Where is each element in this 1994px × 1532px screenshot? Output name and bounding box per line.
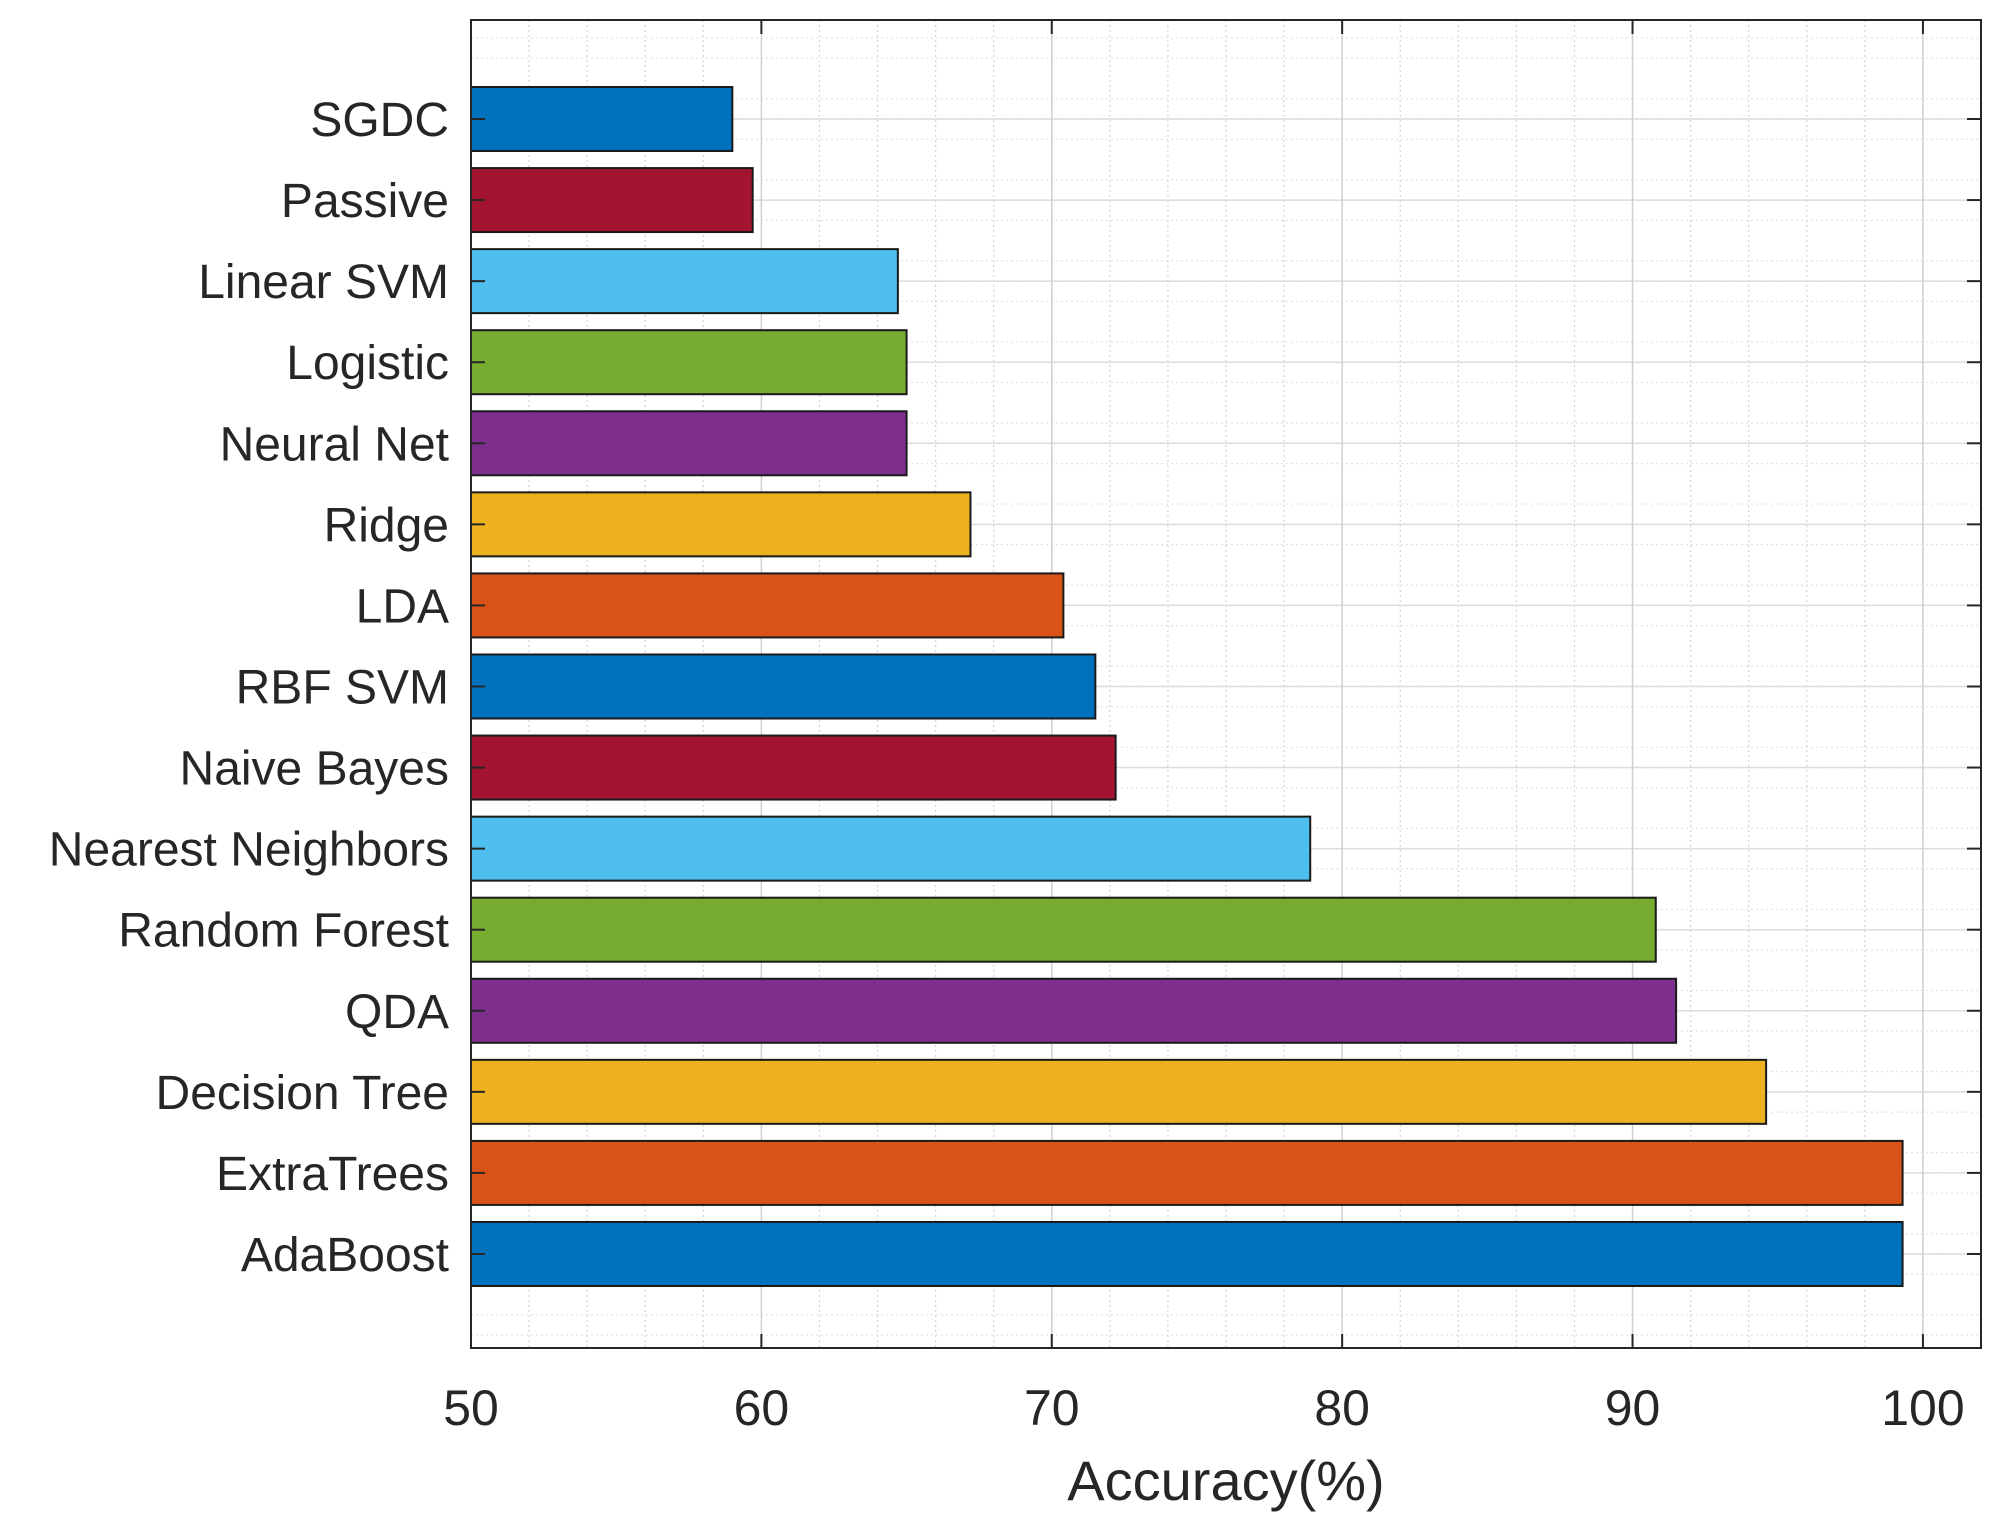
category-label: Decision Tree	[156, 1067, 449, 1120]
ticks	[470, 20, 1981, 1348]
bar-lda	[470, 572, 1065, 639]
bar-random-forest	[470, 896, 1657, 963]
x-tick-label: 70	[1024, 1380, 1080, 1436]
bar-logistic	[470, 329, 908, 396]
bar-decision-tree	[470, 1058, 1768, 1125]
category-label: Passive	[281, 175, 449, 228]
category-label: Linear SVM	[198, 256, 449, 309]
category-label: QDA	[345, 986, 449, 1039]
x-axis-label: Accuracy(%)	[1067, 1449, 1384, 1512]
bar-nearest-neighbors	[470, 815, 1312, 882]
category-label: RBF SVM	[236, 661, 449, 714]
category-label: Random Forest	[118, 905, 449, 958]
category-label: SGDC	[310, 94, 449, 147]
category-label: LDA	[356, 580, 449, 633]
category-label: Logistic	[286, 337, 449, 390]
bar-naive-bayes	[470, 734, 1117, 801]
bars	[470, 86, 1904, 1287]
category-label: ExtraTrees	[216, 1148, 449, 1201]
bar-ridge	[470, 491, 972, 558]
x-tick-label: 60	[734, 1380, 790, 1436]
bar-neural-net	[470, 410, 908, 477]
category-label: Neural Net	[220, 418, 449, 471]
x-tick-label: 90	[1605, 1380, 1661, 1436]
bar-sgdc	[470, 86, 734, 152]
category-label: AdaBoost	[241, 1229, 449, 1282]
bar-qda	[470, 977, 1678, 1044]
x-tick-label: 100	[1881, 1380, 1964, 1436]
category-label: Ridge	[324, 499, 449, 552]
bar-extratrees	[470, 1139, 1904, 1206]
bar-passive	[470, 167, 754, 234]
x-tick-label: 50	[443, 1380, 499, 1436]
plot-frame	[470, 19, 1982, 1349]
bar-linear-svm	[470, 248, 899, 315]
category-label: Naive Bayes	[180, 743, 449, 796]
bar-adaboost	[470, 1220, 1904, 1287]
bar-rbf-svm	[470, 653, 1097, 720]
tick-labels: 50 60 70 80 90 100 SGDC Passive Linear SVM Logist…	[49, 94, 1965, 1436]
x-tick-label: 80	[1314, 1380, 1370, 1436]
category-label: Nearest Neighbors	[49, 824, 449, 877]
